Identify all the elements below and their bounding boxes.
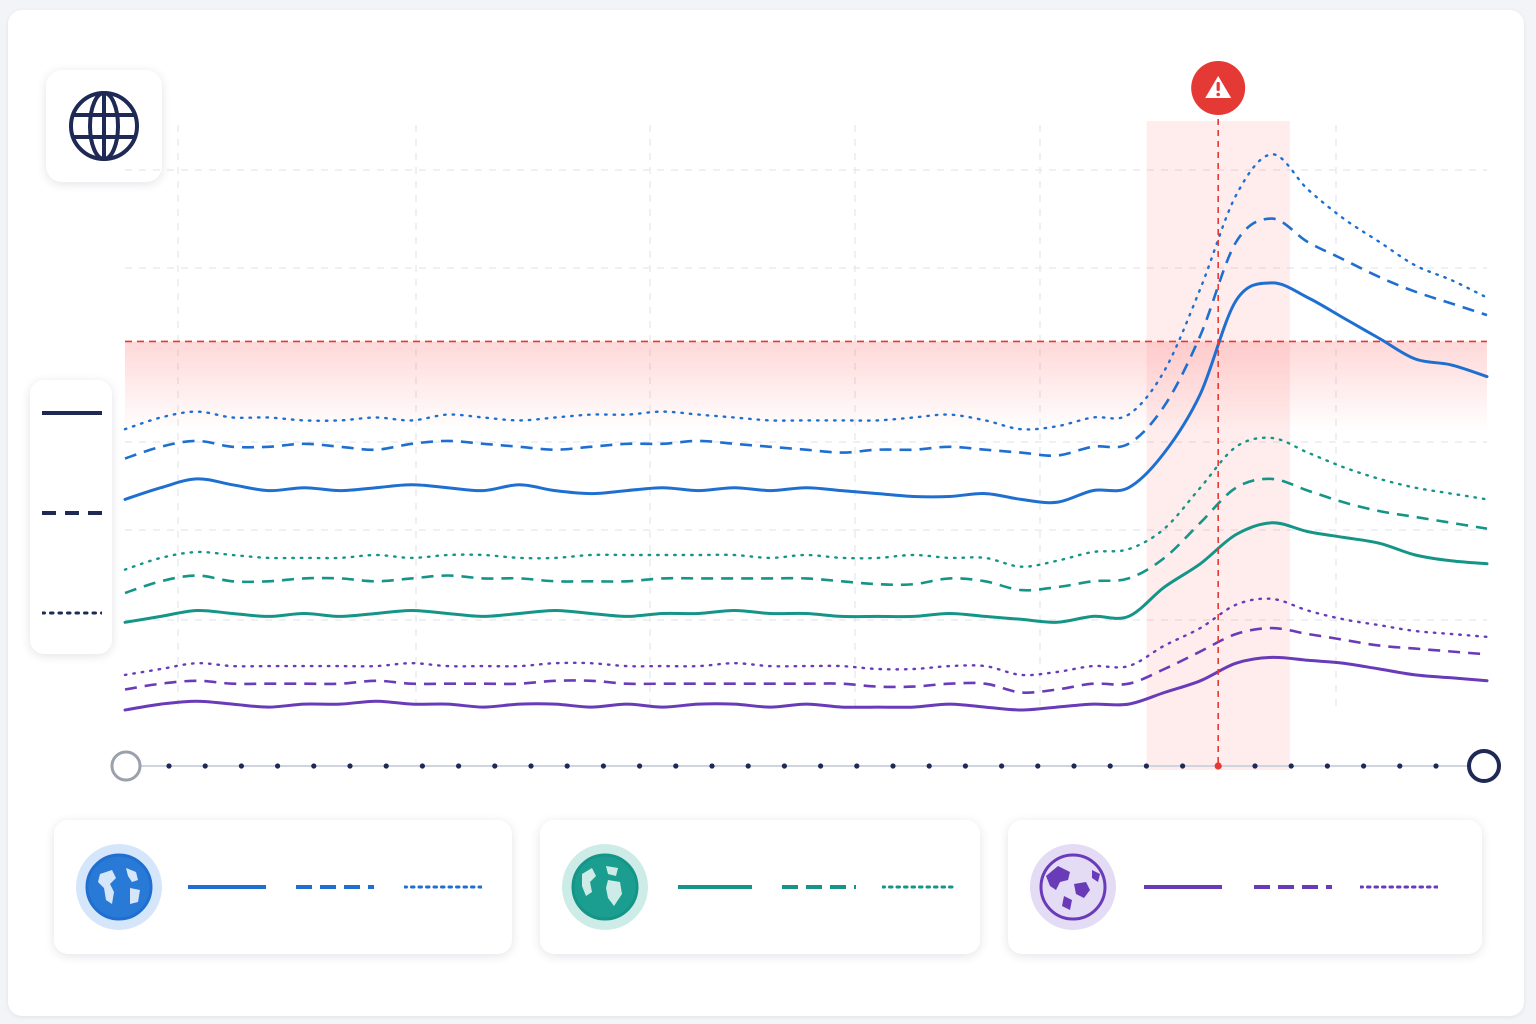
- timeline-tick: [1397, 763, 1403, 769]
- timeline-tick: [311, 763, 317, 769]
- solid-line-sample: [678, 885, 752, 889]
- legend-dashed-swatch: [42, 511, 102, 515]
- warning-mark: [1216, 82, 1220, 91]
- line-style-legend: [30, 380, 112, 654]
- timeline-tick: [1143, 763, 1149, 769]
- solid-line-sample: [1144, 885, 1222, 889]
- grid: [125, 125, 1487, 710]
- timeline-tick: [166, 763, 172, 769]
- dotted-line-sample: [882, 885, 956, 889]
- timeline[interactable]: [110, 749, 1501, 783]
- timeline-tick: [419, 763, 425, 769]
- timeline-tick: [383, 763, 389, 769]
- series-line-9-dotted: [123, 597, 1489, 677]
- timeline-tick: [1107, 763, 1113, 769]
- timeline-tick: [456, 763, 462, 769]
- legend-solid-swatch: [42, 411, 102, 415]
- timeline-tick: [492, 763, 498, 769]
- timeline-start-handle[interactable]: [110, 750, 142, 782]
- series-line-1-solid: [123, 281, 1489, 505]
- globe-button[interactable]: [46, 70, 162, 182]
- timeline-tick: [890, 763, 896, 769]
- timeline-tick: [347, 763, 353, 769]
- globe-americas-icon: [76, 844, 162, 930]
- series-line-7-solid: [123, 655, 1489, 712]
- timeline-tick: [1288, 763, 1294, 769]
- timeline-tick: [781, 763, 788, 769]
- solid-line-sample: [188, 885, 266, 889]
- series-line-8-dashed: [124, 626, 1488, 694]
- globe-africa-europe-icon: [562, 844, 648, 930]
- timeline-tick: [275, 763, 281, 769]
- timeline-tick: [818, 763, 824, 769]
- timeline-end-handle[interactable]: [1467, 749, 1501, 783]
- timeline-tick: [600, 763, 607, 769]
- timeline-tick: [926, 763, 932, 769]
- series-line-2-dashed: [124, 217, 1488, 460]
- globe-asia-icon: [1030, 844, 1116, 930]
- timeline-tick: [1433, 763, 1439, 769]
- region-card-americas[interactable]: [54, 820, 512, 954]
- timeline-tick: [854, 763, 860, 769]
- dashed-line-sample: [782, 885, 856, 889]
- warning-dot: [1216, 92, 1220, 97]
- timeline-tick: [238, 763, 244, 769]
- dotted-line-sample: [1360, 885, 1438, 889]
- timeline-tick: [1071, 763, 1077, 769]
- timeline-tick: [637, 763, 643, 769]
- region-card-africa-europe[interactable]: [540, 820, 980, 954]
- timeline-tick: [564, 763, 570, 769]
- timeline-tick: [528, 763, 534, 769]
- timeline-tick: [745, 763, 751, 769]
- timeline-tick: [1035, 763, 1041, 769]
- dashed-line-sample: [296, 885, 374, 889]
- timeline-tick: [999, 763, 1005, 769]
- timeline-tick: [673, 763, 679, 769]
- dashed-line-sample: [1254, 885, 1332, 889]
- legend-dotted-swatch: [42, 611, 102, 615]
- series-lines: [123, 153, 1489, 712]
- region-card-asia[interactable]: [1008, 820, 1482, 954]
- threshold-band: [125, 341, 1487, 432]
- series-line-5-dashed: [124, 477, 1488, 595]
- series-line-4-solid: [123, 521, 1489, 624]
- globe-icon: [69, 91, 139, 161]
- timeline-tick: [1324, 763, 1330, 769]
- timeline-tick: [1180, 763, 1186, 769]
- timeline-alert-tick: [1214, 762, 1222, 770]
- dotted-line-sample: [404, 885, 482, 889]
- timeline-tick: [1361, 763, 1367, 769]
- warning-icon[interactable]: [1191, 61, 1246, 115]
- alert-marker[interactable]: [1191, 61, 1246, 766]
- timeline-tick: [202, 763, 208, 769]
- timeline-tick: [1252, 763, 1258, 769]
- timeline-tick: [962, 763, 969, 769]
- timeline-tick: [709, 763, 715, 769]
